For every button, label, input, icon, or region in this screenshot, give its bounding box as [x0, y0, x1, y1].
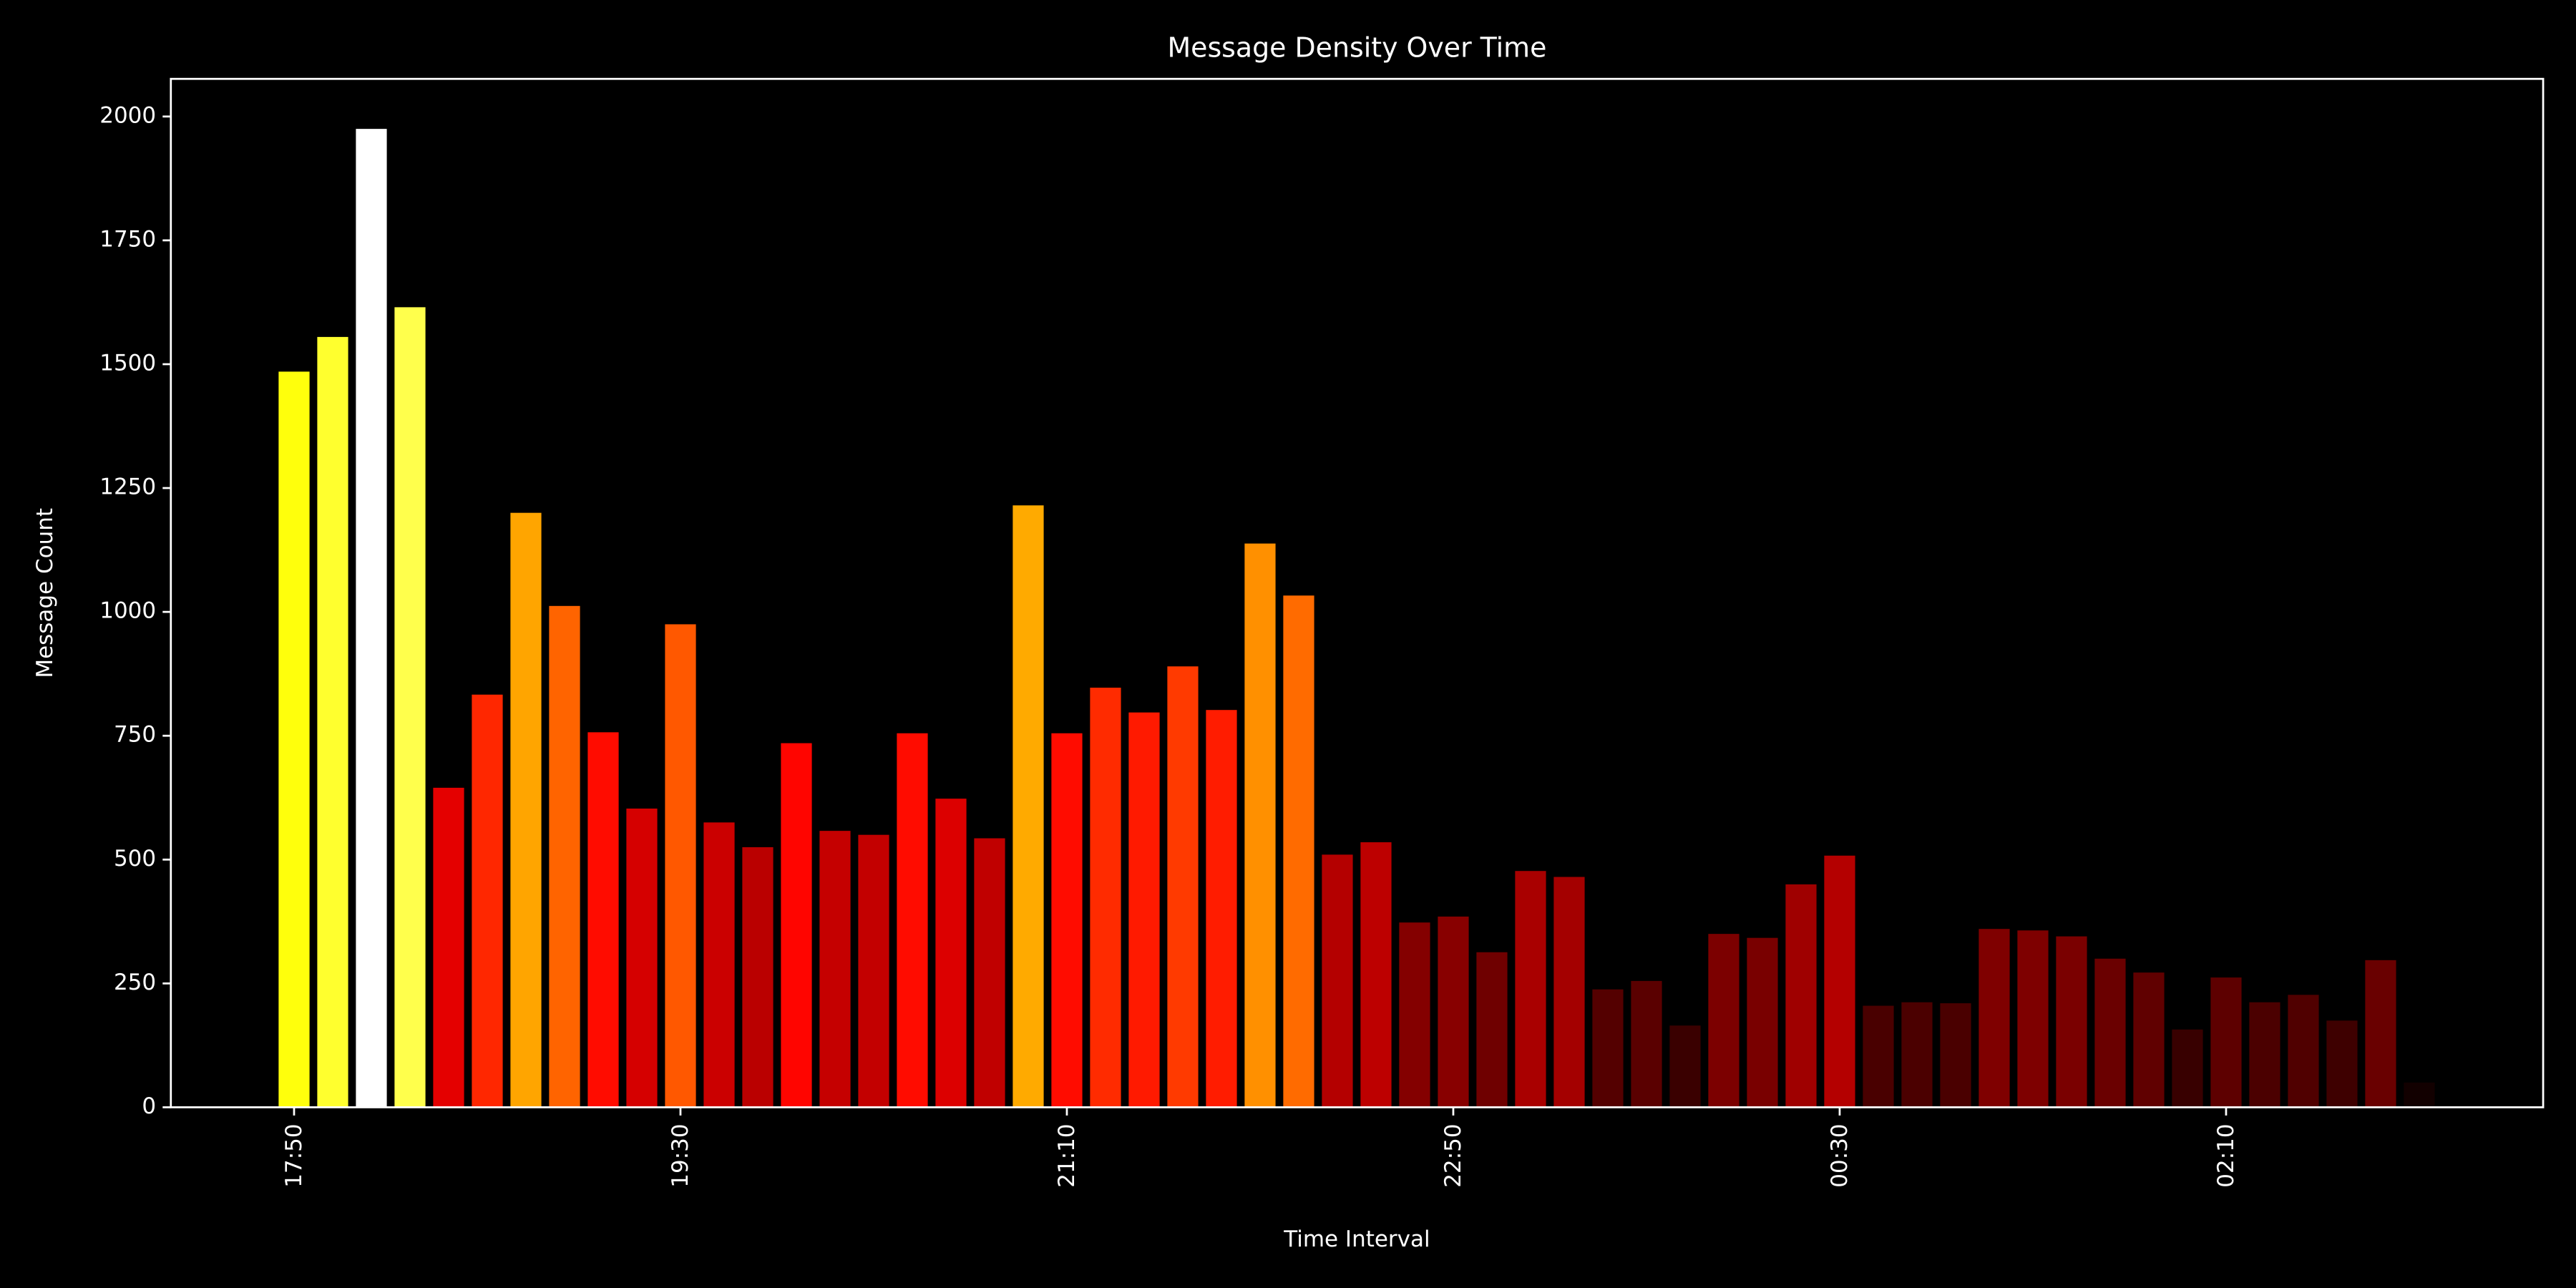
bar — [2017, 930, 2049, 1108]
x-tick-label: 21:10 — [1054, 1123, 1080, 1187]
bar — [626, 808, 658, 1108]
y-tick-label: 500 — [114, 846, 156, 872]
bar — [742, 847, 774, 1108]
bar — [1863, 1005, 1894, 1108]
bar — [2326, 1020, 2358, 1108]
x-tick-label: 19:30 — [668, 1123, 693, 1187]
bar — [2365, 960, 2396, 1108]
y-tick-label: 1500 — [99, 350, 156, 376]
bar — [1476, 952, 1508, 1108]
bar — [935, 799, 967, 1108]
bar — [1013, 505, 1044, 1108]
y-tick-label: 2000 — [99, 102, 156, 128]
bar — [703, 822, 735, 1108]
y-tick-label: 1750 — [99, 226, 156, 252]
x-tick-label: 02:10 — [2213, 1123, 2239, 1187]
bar — [1438, 916, 1469, 1108]
chart-title: Message Density Over Time — [1167, 31, 1546, 63]
bar — [1322, 854, 1353, 1108]
x-axis-label: Time Interval — [1283, 1226, 1430, 1252]
bar — [2249, 1002, 2280, 1108]
y-tick-label: 250 — [114, 970, 156, 995]
bar — [1553, 877, 1585, 1108]
bar — [587, 732, 619, 1108]
bar — [2288, 995, 2319, 1108]
y-tick-label: 1250 — [99, 474, 156, 500]
bar — [1940, 1003, 1971, 1108]
bar — [1669, 1025, 1701, 1108]
bar — [665, 624, 696, 1108]
bar — [510, 512, 542, 1108]
x-tick-label: 17:50 — [281, 1123, 307, 1187]
bar — [394, 307, 426, 1108]
bar — [1785, 884, 1817, 1108]
bar — [1901, 1002, 1933, 1108]
bar — [549, 605, 580, 1108]
bar — [1206, 710, 1237, 1108]
y-tick-label: 1000 — [99, 598, 156, 624]
bar — [1515, 871, 1546, 1108]
bar — [2133, 972, 2165, 1108]
bar — [2056, 936, 2087, 1108]
y-tick-label: 750 — [114, 722, 156, 748]
bar — [472, 694, 503, 1108]
bar — [1051, 733, 1083, 1108]
bar — [897, 733, 928, 1108]
y-axis-label: Message Count — [32, 508, 58, 678]
bar — [1283, 595, 1314, 1108]
bar — [356, 129, 387, 1108]
x-tick-label: 22:50 — [1440, 1123, 1466, 1187]
bar — [781, 743, 812, 1108]
bar — [317, 336, 348, 1108]
x-tick-label: 00:30 — [1827, 1123, 1853, 1187]
bar — [1167, 666, 1199, 1108]
bar — [1399, 922, 1430, 1108]
bar — [1631, 980, 1662, 1108]
bar — [2404, 1082, 2435, 1108]
bar — [858, 834, 889, 1108]
bar — [974, 838, 1005, 1108]
bar — [1090, 688, 1121, 1108]
plot-frame — [170, 77, 2545, 1108]
bar — [1128, 712, 1160, 1108]
bar — [2172, 1029, 2203, 1108]
bar — [1747, 937, 1778, 1108]
bar — [1592, 989, 1624, 1108]
bar — [278, 371, 310, 1108]
bar — [819, 831, 851, 1108]
bar — [2094, 958, 2126, 1108]
y-tick-label: 0 — [142, 1093, 156, 1119]
bar — [1824, 855, 1855, 1108]
bar — [433, 787, 464, 1108]
bar — [1708, 934, 1740, 1108]
bar — [1360, 842, 1392, 1108]
bar — [2210, 977, 2242, 1108]
bar — [1979, 929, 2010, 1108]
bar — [1244, 543, 1276, 1108]
